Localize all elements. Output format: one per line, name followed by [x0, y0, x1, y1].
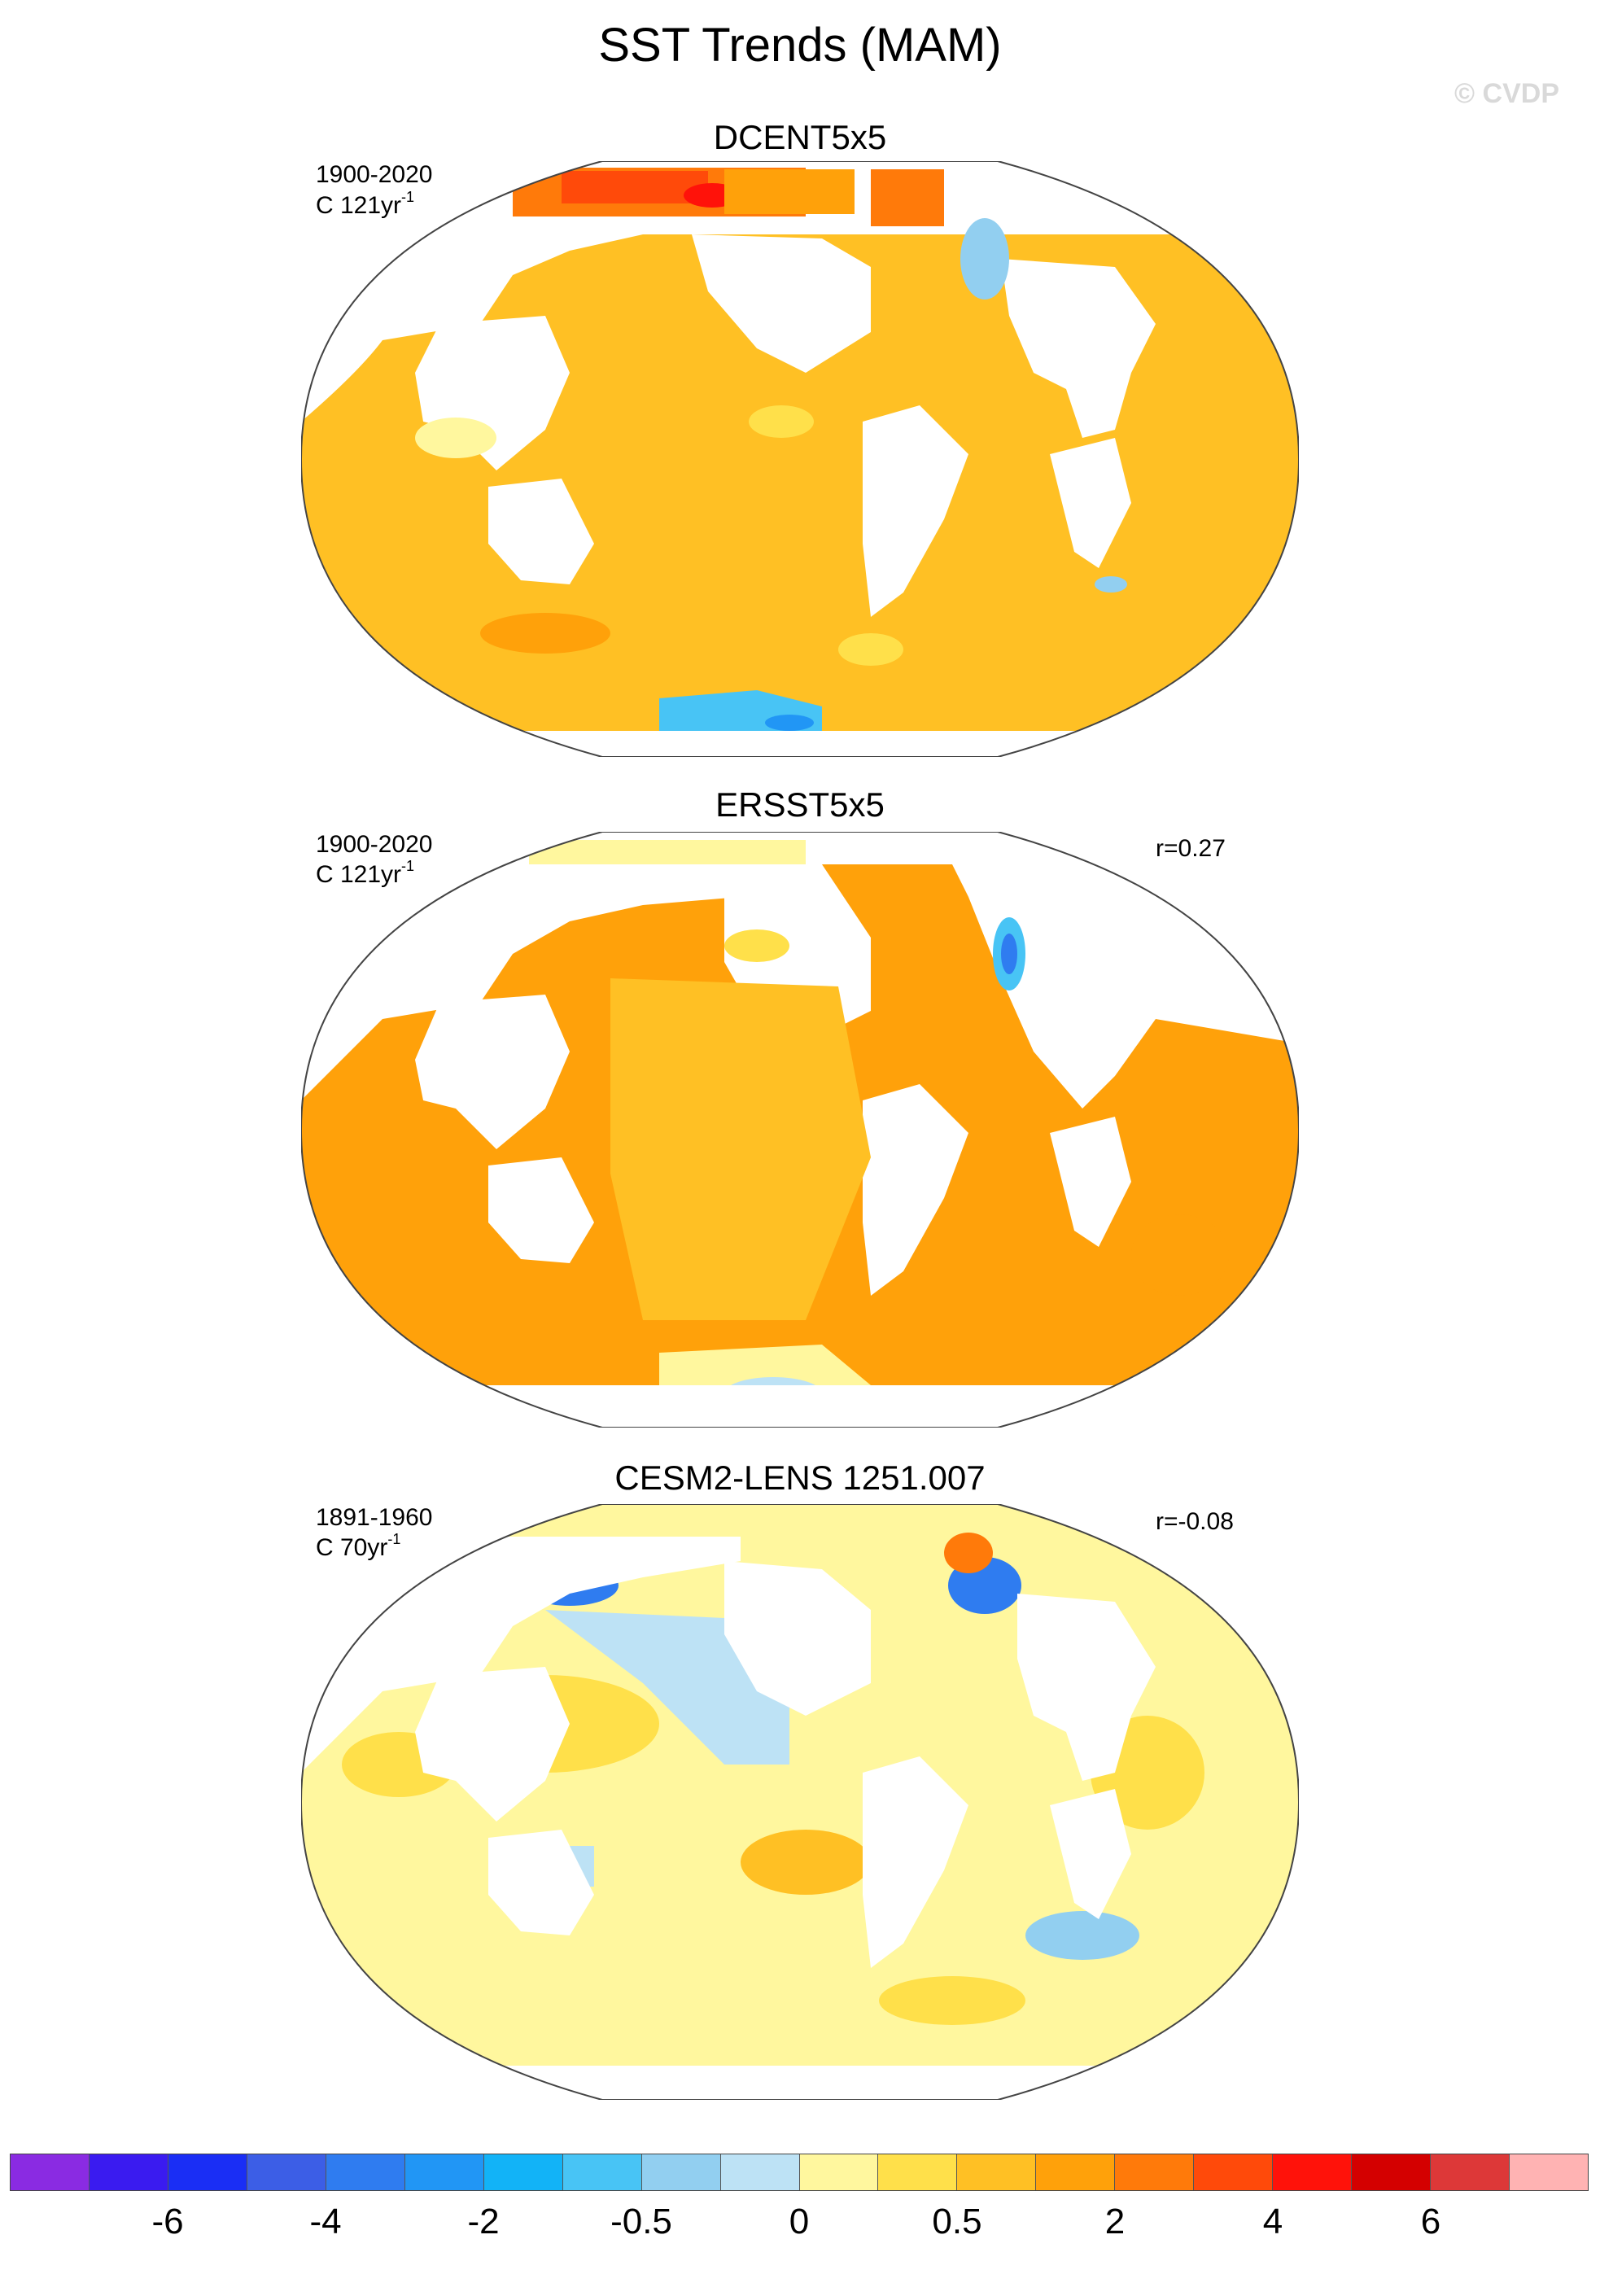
period-label: 1900-2020: [316, 831, 433, 858]
colorbar-label: 2: [1104, 2202, 1126, 2241]
cvdp-credit: © CVDP: [1454, 78, 1559, 109]
colorbar-label: -0.5: [610, 2202, 672, 2241]
colorbar-label: -6: [151, 2202, 184, 2241]
colorbar-label: 0.5: [932, 2202, 982, 2241]
colorbar: [10, 2154, 1589, 2191]
colorbar-label: -4: [309, 2202, 342, 2241]
map-dcent: [301, 161, 1299, 757]
correlation-label: r=0.27: [1156, 835, 1226, 862]
colorbar-swatch: [562, 2154, 642, 2190]
panel-title: CESM2-LENS 1251.007: [614, 1459, 986, 1497]
figure-title: SST Trends (MAM): [598, 19, 1002, 72]
colorbar-swatch: [326, 2154, 405, 2190]
period-label: 1900-2020: [316, 161, 433, 188]
colorbar-swatch: [404, 2154, 484, 2190]
map-cesm2: [301, 1504, 1299, 2100]
colorbar-swatch: [957, 2154, 1037, 2190]
colorbar-swatch: [799, 2154, 879, 2190]
colorbar-swatch: [483, 2154, 563, 2190]
colorbar-swatch: [1352, 2154, 1432, 2190]
units-label: C 121yr-1: [316, 858, 415, 888]
units-label: C 121yr-1: [316, 189, 415, 219]
period-label: 1891-1960: [316, 1504, 433, 1531]
map-ersst: [301, 832, 1299, 1428]
colorbar-labels: -6 -4 -2 -0.5 0 0.5 2 4 6: [0, 2202, 1600, 2250]
colorbar-swatch: [878, 2154, 958, 2190]
colorbar-swatch: [1510, 2154, 1589, 2190]
colorbar-swatch: [168, 2154, 247, 2190]
colorbar-label: 0: [789, 2202, 810, 2241]
colorbar-swatch: [11, 2154, 90, 2190]
colorbar-label: 6: [1420, 2202, 1441, 2241]
colorbar-label: -2: [467, 2202, 500, 2241]
colorbar-swatch: [720, 2154, 800, 2190]
colorbar-swatch: [641, 2154, 721, 2190]
colorbar-swatch: [1273, 2154, 1353, 2190]
colorbar-swatch: [89, 2154, 168, 2190]
colorbar-swatch: [1115, 2154, 1195, 2190]
units-label: C 70yr-1: [316, 1531, 401, 1561]
panel-title: ERSST5x5: [715, 785, 885, 824]
colorbar-swatch: [1036, 2154, 1116, 2190]
colorbar-label: 4: [1262, 2202, 1283, 2241]
colorbar-swatch: [247, 2154, 326, 2190]
colorbar-swatch: [1431, 2154, 1510, 2190]
colorbar-swatch: [1194, 2154, 1274, 2190]
correlation-label: r=-0.08: [1156, 1508, 1234, 1535]
panel-title: DCENT5x5: [713, 118, 887, 156]
